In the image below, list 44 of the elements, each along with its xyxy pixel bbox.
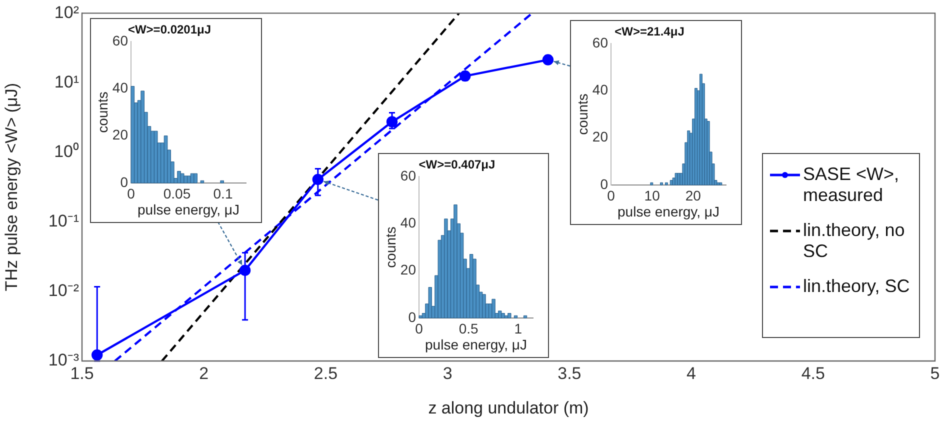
- x-axis-title: z along undulator (m): [428, 398, 589, 418]
- x-tick-label: 5: [930, 364, 940, 383]
- x-tick-label: 20: [685, 187, 702, 204]
- y-tick-label: 0: [120, 174, 128, 190]
- y-tick-label: 40: [592, 81, 608, 98]
- y-tick-label: 20: [592, 128, 608, 145]
- legend-label: lin.theory, no SC: [803, 220, 906, 262]
- x-axis-title: pulse energy, μJ: [618, 203, 720, 220]
- y-tick-label: 20: [112, 126, 128, 143]
- y-tick-label: 60: [592, 34, 608, 50]
- chart-title: <W>=0.0201μJ: [128, 22, 212, 37]
- y-tick-label: 60: [400, 167, 416, 184]
- x-axis-title: pulse energy, μJ: [138, 201, 240, 218]
- point: [542, 54, 554, 66]
- x-tick-label: 2: [199, 364, 209, 383]
- x-tick-label: 3.5: [558, 364, 582, 383]
- y-axis-title: counts: [574, 94, 590, 135]
- y-axis-title: THz pulse energy <W> (μJ): [2, 83, 21, 292]
- y-axis-title: counts: [382, 226, 398, 268]
- y-tick-label: 10¹: [54, 72, 80, 92]
- y-tick-label: 40: [400, 214, 416, 230]
- y-tick-label: 0: [408, 308, 416, 325]
- x-tick-label: 2.5: [314, 364, 338, 383]
- x-tick-label: 0.05: [163, 185, 191, 202]
- x-tick-label: 0.5: [458, 320, 479, 336]
- legend-label: lin.theory, SC: [803, 276, 910, 297]
- y-tick-label: 10²: [54, 2, 80, 22]
- y-tick-label: 60: [112, 32, 128, 48]
- chart-title: <W>=0.407μJ: [418, 158, 496, 172]
- x-tick-label: 0.1: [213, 185, 233, 202]
- chart-title: <W>=21.4μJ: [614, 24, 684, 39]
- x-tick-label: 4: [686, 364, 696, 383]
- y-tick-label: 10⁰: [54, 142, 79, 162]
- x-tick-label: 1: [514, 320, 522, 336]
- x-tick-label: 3: [442, 364, 452, 383]
- y-tick-label: 10⁻²: [48, 281, 80, 300]
- x-tick-label: 4.5: [801, 364, 825, 383]
- x-axis-title: pulse energy, μJ: [425, 336, 527, 352]
- y-axis-title: counts: [94, 92, 110, 133]
- y-tick-label: 10⁻¹: [48, 212, 80, 231]
- y-tick-label: 40: [112, 79, 128, 96]
- legend-label: SASE <W>, measured: [803, 164, 900, 206]
- x-tick-label: 10: [644, 187, 660, 204]
- y-tick-label: 20: [400, 262, 416, 278]
